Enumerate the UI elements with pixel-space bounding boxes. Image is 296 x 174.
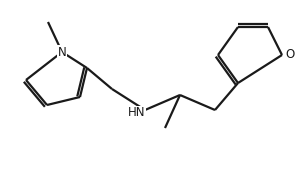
Text: N: N [58, 45, 66, 58]
Text: HN: HN [128, 106, 146, 120]
Text: O: O [285, 49, 295, 61]
